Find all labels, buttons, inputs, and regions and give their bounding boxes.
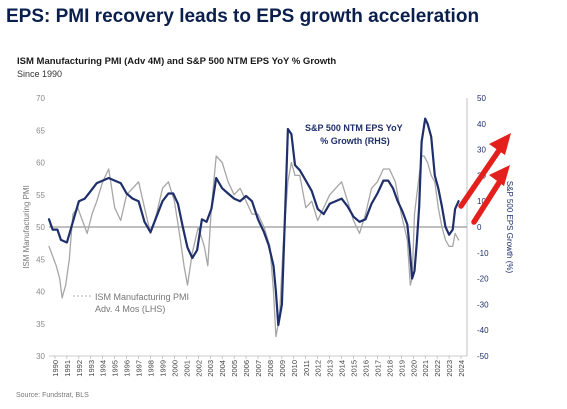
eps-annotation: S&P 500 NTM EPS YoY % Growth (RHS) — [305, 123, 405, 146]
y-right-tick-label: 10 — [477, 197, 486, 206]
x-tick-label: 2006 — [242, 360, 251, 377]
y-right-tick-label: 40 — [477, 120, 486, 129]
x-tick-label: 2008 — [266, 360, 275, 377]
x-tick-label: 1992 — [75, 360, 84, 377]
y-left-tick-label: 65 — [36, 126, 45, 135]
x-tick-label: 2024 — [457, 360, 466, 377]
x-tick-label: 1999 — [158, 360, 167, 377]
x-tick-label: 2002 — [194, 360, 203, 377]
x-tick-label: 2007 — [254, 360, 263, 377]
source-note: Source: Fundstrat, BLS — [16, 392, 89, 399]
y-right-ticks: -50-40-30-20-1001020304050 — [477, 94, 489, 361]
y-right-tick-label: -20 — [477, 275, 489, 284]
page-title: EPS: PMI recovery leads to EPS growth ac… — [6, 6, 480, 27]
x-tick-label: 2014 — [338, 360, 347, 377]
y-left-tick-label: 55 — [36, 191, 45, 200]
pmi-annotation-line2: Adv. 4 Mos (LHS) — [95, 304, 165, 314]
x-tick-label: 2003 — [206, 360, 215, 377]
x-tick-label: 2020 — [409, 360, 418, 377]
x-tick-label: 1997 — [135, 360, 144, 377]
x-tick-label: 2021 — [421, 360, 430, 377]
red-arrow-upper — [458, 133, 511, 209]
x-tick-label: 2009 — [278, 360, 287, 377]
x-tick-label: 1994 — [99, 360, 108, 377]
x-tick-label: 2010 — [290, 360, 299, 377]
pmi-annotation: ISM Manufacturing PMI Adv. 4 Mos (LHS) — [95, 292, 192, 314]
x-tick-label: 1995 — [111, 360, 120, 377]
y-left-ticks: 30 35 40 45 50 55 60 65 70 — [36, 94, 45, 361]
eps-annotation-line2: % Growth (RHS) — [320, 136, 390, 146]
x-tick-label: 2017 — [373, 360, 382, 377]
x-tick-label: 2013 — [326, 360, 335, 377]
eps-annotation-line1: S&P 500 NTM EPS YoY — [305, 123, 403, 133]
x-tick-label: 2004 — [218, 360, 227, 377]
y-left-tick-label: 45 — [36, 255, 45, 264]
pmi-annotation-line1: ISM Manufacturing PMI — [95, 292, 189, 302]
y-left-axis-label: ISM Manufacturing PMI — [22, 185, 31, 269]
x-tick-label: 2000 — [170, 360, 179, 377]
x-tick-label: 1993 — [87, 360, 96, 377]
eps-series-line — [47, 117, 460, 327]
x-tick-label: 2019 — [397, 360, 406, 377]
series-layer — [47, 117, 460, 338]
x-ticks: 1990 1991 1992 1993 1994 1995 1996 1997 1998 1999… — [51, 356, 466, 377]
chart-subtitle: ISM Manufacturing PMI (Adv 4M) and S&P 5… — [17, 56, 337, 67]
x-tick-label: 2022 — [433, 360, 442, 377]
y-right-tick-label: -10 — [477, 249, 489, 258]
x-tick-label: 1998 — [147, 360, 156, 377]
y-right-axis-label: S&P 500 EPS Growth (%) — [505, 181, 514, 274]
y-left-tick-label: 60 — [36, 159, 45, 168]
x-tick-label: 1991 — [63, 360, 72, 377]
x-tick-label: 2005 — [230, 360, 239, 377]
y-left-tick-label: 35 — [36, 320, 45, 329]
chart-since-label: Since 1990 — [17, 69, 63, 79]
x-tick-label: 1990 — [51, 360, 60, 377]
y-left-tick-label: 40 — [36, 288, 45, 297]
y-right-tick-label: 30 — [477, 146, 486, 155]
y-right-tick-label: -30 — [477, 300, 489, 309]
x-tick-label: 2016 — [361, 360, 370, 377]
y-right-tick-label: -40 — [477, 326, 489, 335]
red-arrow-lower — [471, 165, 510, 225]
x-tick-label: 2023 — [445, 360, 454, 377]
y-left-tick-label: 30 — [36, 352, 45, 361]
y-right-tick-label: 0 — [477, 223, 482, 232]
x-tick-label: 2015 — [350, 360, 359, 377]
y-right-tick-label: 50 — [477, 94, 486, 103]
x-tick-label: 2018 — [385, 360, 394, 377]
x-tick-label: 2012 — [314, 360, 323, 377]
x-tick-label: 1996 — [123, 360, 132, 377]
y-left-tick-label: 50 — [36, 223, 45, 232]
x-tick-label: 2011 — [302, 360, 311, 376]
y-right-tick-label: -50 — [477, 352, 489, 361]
x-tick-label: 2001 — [182, 360, 191, 377]
y-left-tick-label: 70 — [36, 94, 45, 103]
